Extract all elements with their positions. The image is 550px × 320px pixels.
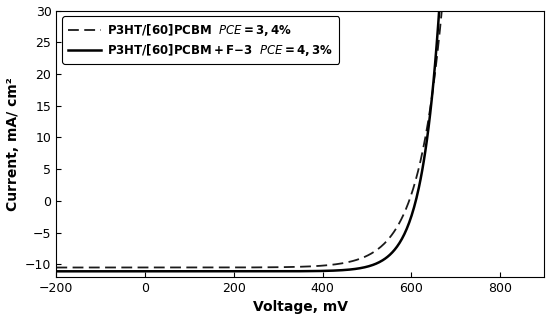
X-axis label: Voltage, mV: Voltage, mV (253, 300, 348, 315)
Legend: $\mathbf{P3HT/[60]PCBM}$  $\it{PCE}$$\mathbf{ = 3,4\%}$, $\mathbf{P3HT/[60]PCBM : $\mathbf{P3HT/[60]PCBM}$ $\it{PCE}$$\mat… (62, 16, 339, 64)
Y-axis label: Current, mA/ cm²: Current, mA/ cm² (6, 77, 20, 211)
